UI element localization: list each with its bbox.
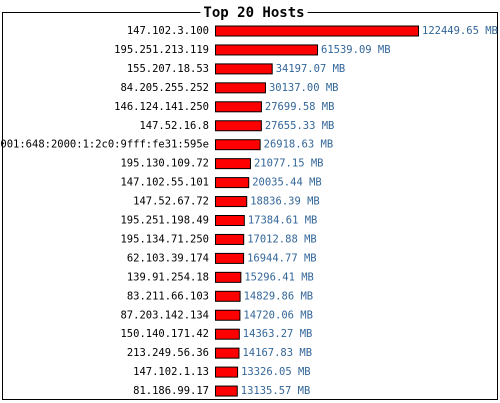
value-label: 30137.00 MB [269,82,339,94]
value-label: 20035.44 MB [252,177,322,189]
bar [215,44,319,56]
value-label: 14363.27 MB [243,328,313,340]
y-tick-label: 213.249.56.36 [127,347,209,359]
y-tick-label: 195.251.213.119 [114,44,209,56]
value-label: 122449.65 MB [422,25,498,37]
y-tick-label: 87.203.142.134 [120,309,209,321]
bar [215,25,419,37]
bar [215,290,241,302]
value-label: 34197.07 MB [276,63,346,75]
bar [215,215,245,226]
value-label: 61539.09 MB [321,44,391,56]
y-tick-label: 84.205.255.252 [120,82,209,94]
y-tick-label: 147.52.16.8 [139,120,209,132]
value-label: 26918.63 MB [264,139,334,151]
title-background [200,5,308,21]
bar [215,366,239,378]
y-tick-label: 150.140.171.42 [120,328,209,340]
bar [215,252,245,264]
bar [215,309,241,321]
y-tick-label: 147.102.1.13 [133,366,209,378]
bar [215,101,262,113]
value-label: 14167.83 MB [242,347,312,359]
y-tick-label: 139.91.254.18 [127,271,209,283]
bar [215,158,251,170]
value-label: 16944.77 MB [247,252,317,264]
value-label: 13135.57 MB [241,385,311,397]
bar [215,196,248,208]
bar [215,328,240,340]
bar [215,271,242,283]
y-tick-label: 2001:648:2000:1:2c0:9fff:fe31:595e [0,139,209,151]
bar [215,82,266,94]
bar [215,347,240,359]
chart-title: Top 20 Hosts [203,5,304,21]
y-tick-label: 83.211.66.103 [127,290,209,302]
bar [215,63,273,75]
y-tick-label: 195.130.109.72 [120,158,209,170]
y-tick-label: 155.207.18.53 [127,63,209,75]
bar [215,177,250,189]
value-label: 17384.61 MB [248,215,318,227]
y-tick-label: 147.102.3.100 [127,25,209,37]
bar [215,120,262,132]
value-label: 18836.39 MB [250,196,320,208]
bar [215,385,238,397]
value-label: 15296.41 MB [244,271,314,283]
value-label: 14720.06 MB [243,309,313,321]
y-tick-label: 81.186.99.17 [133,385,209,397]
value-label: 27655.33 MB [265,120,335,132]
value-label: 27699.58 MB [265,101,335,113]
y-tick-label: 195.251.198.49 [120,215,209,227]
y-tick-label: 147.102.55.101 [120,177,209,189]
bar [215,233,245,245]
value-label: 21077.15 MB [254,158,324,170]
y-tick-label: 195.134.71.250 [120,233,209,245]
value-label: 14829.86 MB [244,290,314,302]
y-tick-label: 62.103.39.174 [127,252,209,264]
y-tick-label: 146.124.141.250 [114,101,209,113]
y-tick-label: 147.52.67.72 [133,196,209,208]
value-label: 13326.05 MB [241,366,311,378]
bar [215,139,261,151]
value-label: 17012.88 MB [247,233,317,245]
